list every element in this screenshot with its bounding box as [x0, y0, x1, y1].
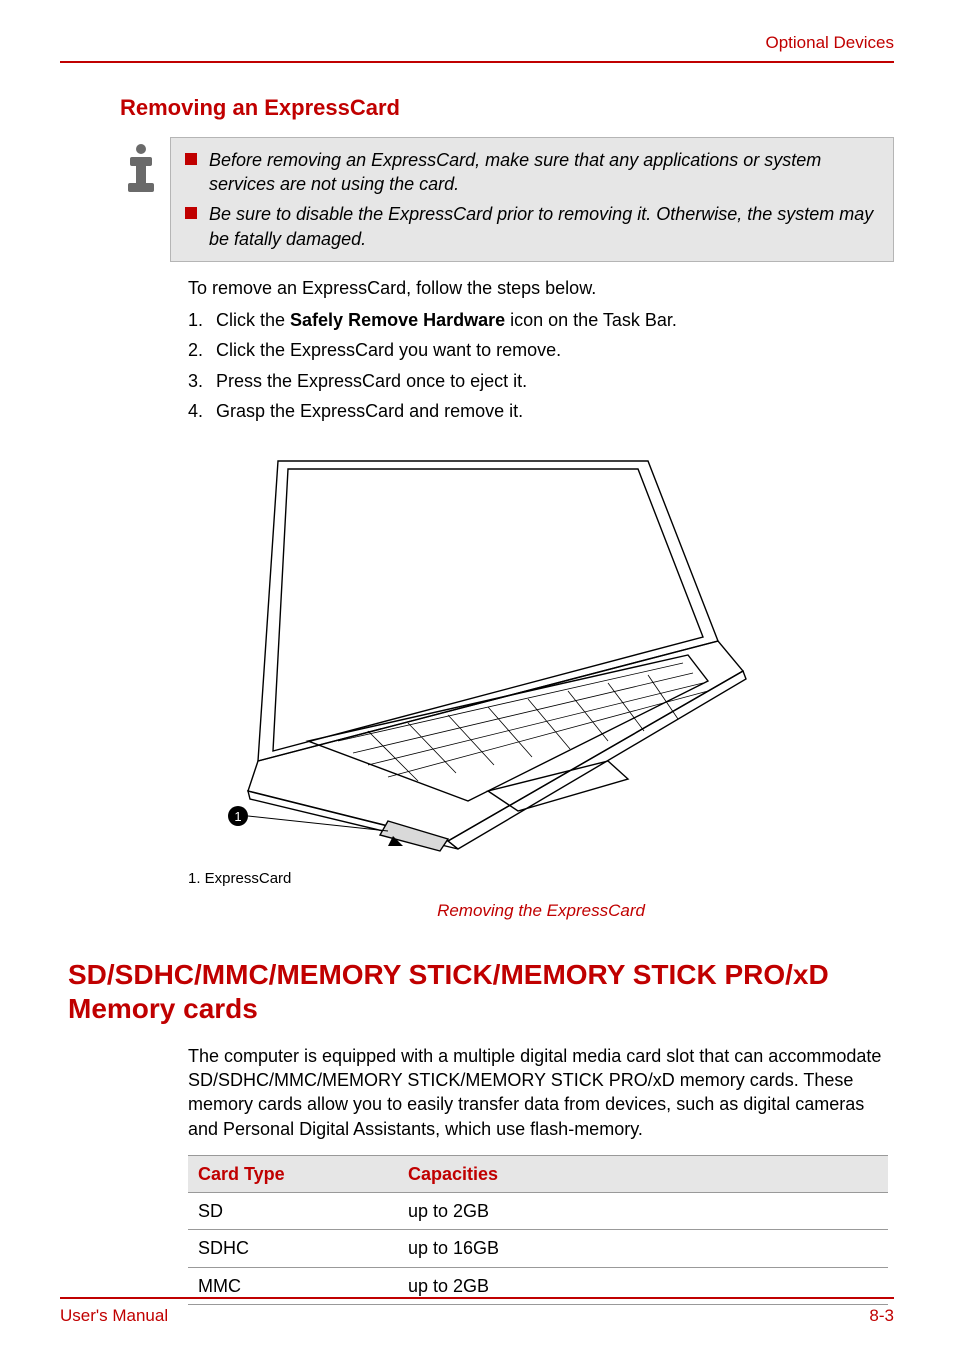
step-text: Click the ExpressCard you want to remove…: [216, 338, 561, 362]
step-row: 4. Grasp the ExpressCard and remove it.: [188, 399, 890, 423]
footer-right: 8-3: [869, 1305, 894, 1328]
col-capacities: Capacities: [398, 1155, 888, 1192]
intro-text: To remove an ExpressCard, follow the ste…: [188, 276, 890, 300]
capacities-table: Card Type Capacities SD up to 2GB SDHC u…: [188, 1155, 888, 1305]
step-row: 3. Press the ExpressCard once to eject i…: [188, 369, 890, 393]
step-bold: Safely Remove Hardware: [290, 310, 505, 330]
step-number: 2.: [188, 338, 216, 362]
step-number: 1.: [188, 308, 216, 332]
step-row: 1. Click the Safely Remove Hardware icon…: [188, 308, 890, 332]
header-title: Optional Devices: [765, 33, 894, 52]
note-text: Be sure to disable the ExpressCard prior…: [209, 202, 879, 251]
memory-cards-body: The computer is equipped with a multiple…: [188, 1044, 894, 1141]
bullet-icon: [185, 207, 197, 219]
note-box: Before removing an ExpressCard, make sur…: [170, 137, 894, 262]
section-heading-memory-cards: SD/SDHC/MMC/MEMORY STICK/MEMORY STICK PR…: [68, 958, 886, 1025]
laptop-illustration: 1: [188, 441, 748, 861]
bullet-icon: [185, 153, 197, 165]
figure-area: 1 1. ExpressCard: [188, 441, 894, 889]
cell-cap: up to 16GB: [398, 1230, 888, 1267]
cell-type: SDHC: [188, 1230, 398, 1267]
cell-cap: up to 2GB: [398, 1193, 888, 1230]
table-row: SD up to 2GB: [188, 1193, 888, 1230]
section-heading-removing: Removing an ExpressCard: [120, 93, 894, 123]
note-text: Before removing an ExpressCard, make sur…: [209, 148, 879, 197]
step-text: Press the ExpressCard once to eject it.: [216, 369, 527, 393]
page-header: Optional Devices: [60, 30, 894, 63]
info-icon: [120, 137, 170, 201]
table-row: SDHC up to 16GB: [188, 1230, 888, 1267]
figure-caption: Removing the ExpressCard: [188, 900, 894, 923]
step-text: Grasp the ExpressCard and remove it.: [216, 399, 523, 423]
note-item: Before removing an ExpressCard, make sur…: [185, 148, 879, 197]
note-item: Be sure to disable the ExpressCard prior…: [185, 202, 879, 251]
steps-block: To remove an ExpressCard, follow the ste…: [188, 276, 890, 423]
figure-callout-label: 1. ExpressCard: [188, 869, 894, 889]
step-row: 2. Click the ExpressCard you want to rem…: [188, 338, 890, 362]
page-footer: User's Manual 8-3: [60, 1297, 894, 1328]
step-text: Click the Safely Remove Hardware icon on…: [216, 308, 677, 332]
cell-type: SD: [188, 1193, 398, 1230]
step-number: 3.: [188, 369, 216, 393]
step-post: icon on the Task Bar.: [505, 310, 677, 330]
step-pre: Click the: [216, 310, 290, 330]
svg-text:1: 1: [234, 809, 241, 824]
table-header-row: Card Type Capacities: [188, 1155, 888, 1192]
col-card-type: Card Type: [188, 1155, 398, 1192]
footer-left: User's Manual: [60, 1305, 168, 1328]
step-number: 4.: [188, 399, 216, 423]
info-note-block: Before removing an ExpressCard, make sur…: [120, 137, 894, 262]
